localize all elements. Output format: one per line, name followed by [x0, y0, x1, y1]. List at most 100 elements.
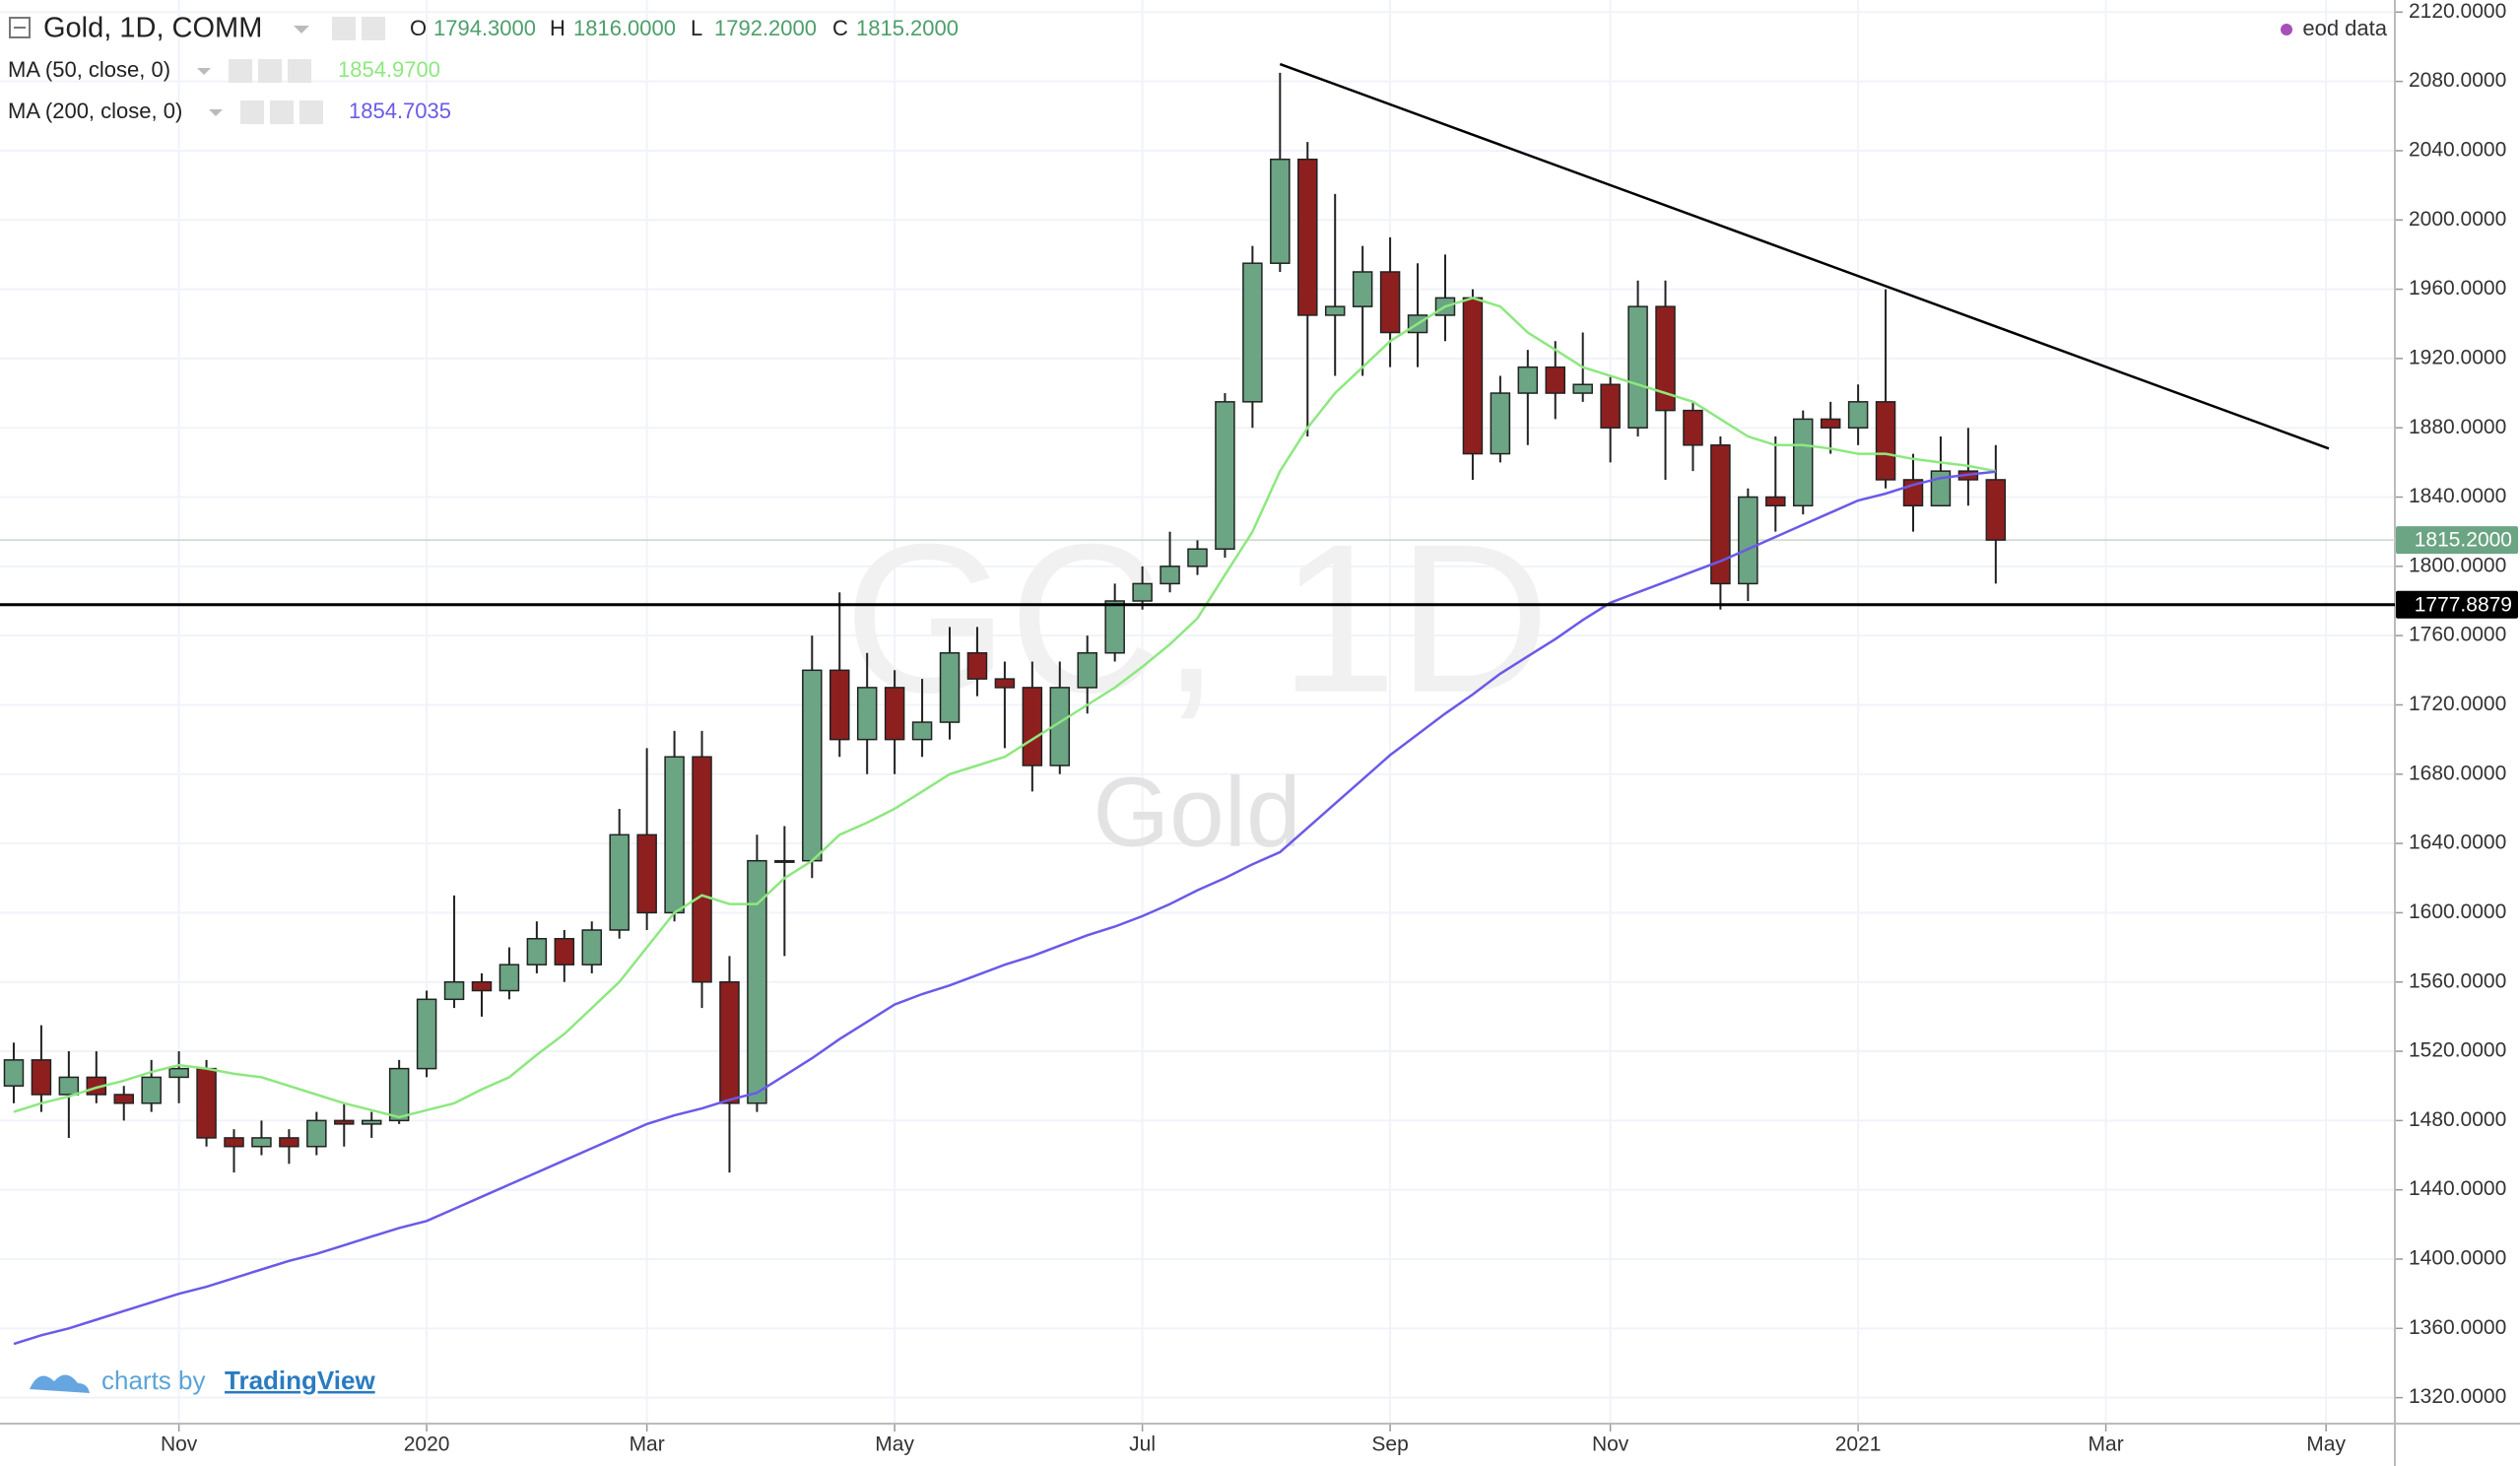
x-tick-label: Nov [1592, 1433, 1629, 1456]
brand-logo[interactable] [30, 1374, 90, 1393]
settings-icon[interactable] [258, 59, 282, 83]
settings-icon[interactable] [229, 59, 252, 83]
collapse-icon[interactable] [9, 17, 31, 38]
y-tick-label: 1800.0000 [2409, 554, 2506, 576]
candle-body [911, 721, 933, 741]
candle-body [1792, 418, 1814, 507]
symbol-title: Gold, 1D, COMM [43, 13, 262, 44]
candle-body [1545, 366, 1566, 394]
candle-body [1324, 305, 1346, 316]
settings-icon[interactable] [362, 17, 385, 40]
candle-body [554, 938, 575, 966]
candle-body [196, 1067, 217, 1139]
settings-icon[interactable] [288, 59, 311, 83]
y-tick-label: 1880.0000 [2409, 416, 2506, 438]
candle-body [1875, 401, 1896, 481]
candle-body [1352, 271, 1373, 307]
candle-body [31, 1059, 52, 1096]
y-tick-label: 1920.0000 [2409, 346, 2506, 368]
candle-body [1132, 582, 1153, 602]
credit-prefix: charts by [101, 1366, 206, 1395]
candle-body [1270, 158, 1291, 264]
source-label: eod data [2302, 16, 2387, 40]
watermark-name: Gold [1093, 757, 1300, 867]
ma-value: 1854.7035 [349, 99, 451, 123]
ohlc-legend: O 1794.3000 H 1816.0000 L 1792.2000 C 1815.2000 [410, 16, 959, 40]
candle-body [498, 964, 520, 992]
y-tick-label: 1560.0000 [2409, 969, 2506, 992]
x-tick-label: May [2306, 1433, 2346, 1456]
dropdown-arrow[interactable] [197, 68, 211, 75]
candle-body [416, 998, 437, 1070]
candle-body [251, 1137, 272, 1148]
y-tick-label: 1480.0000 [2409, 1108, 2506, 1131]
candle-body [994, 678, 1016, 689]
candle-body [966, 651, 988, 680]
candle-body [526, 938, 548, 966]
source-dot [2281, 24, 2292, 35]
candle-body [774, 859, 795, 863]
ma-name: MA (50, close, 0) [8, 57, 170, 82]
y-tick-label: 1360.0000 [2409, 1316, 2506, 1339]
y-tick-label: 2120.0000 [2409, 0, 2506, 23]
candle-body [856, 687, 878, 741]
candle-body [113, 1094, 134, 1104]
price-box-label: 1815.2000 [2415, 529, 2512, 552]
candle-body [168, 1067, 189, 1079]
candle-body [1215, 401, 1235, 551]
y-tick-label: 2080.0000 [2409, 69, 2506, 92]
candle-body [829, 669, 850, 741]
settings-icon[interactable] [299, 100, 323, 124]
candle-body [939, 651, 961, 723]
candle-body [1985, 479, 2007, 541]
price-box [2396, 526, 2518, 555]
y-tick-label: 1720.0000 [2409, 693, 2506, 715]
ohlc-value: 1792.2000 [714, 16, 817, 40]
candle-body [581, 929, 603, 966]
candle-body [1683, 409, 1703, 446]
candle-body [1022, 687, 1043, 766]
candle-body [1049, 687, 1071, 766]
settings-icon[interactable] [332, 17, 356, 40]
y-tick-label: 2040.0000 [2409, 138, 2506, 161]
candle-body [1600, 383, 1621, 429]
ohlc-key: O [410, 16, 427, 40]
ma-name: MA (200, close, 0) [8, 99, 182, 123]
candle-body [884, 687, 905, 741]
candle-body [692, 756, 712, 983]
y-tick-label: 1520.0000 [2409, 1039, 2506, 1062]
dropdown-arrow[interactable] [209, 109, 223, 116]
ohlc-value: 1815.2000 [856, 16, 959, 40]
y-tick-label: 1320.0000 [2409, 1385, 2506, 1408]
x-tick-label: Mar [630, 1433, 665, 1456]
candle-body [1710, 444, 1731, 585]
candle-body [1738, 496, 1758, 585]
ohlc-key: L [691, 16, 702, 40]
ma-line [13, 470, 1996, 1346]
settings-icon[interactable] [240, 100, 264, 124]
y-tick-label: 1440.0000 [2409, 1177, 2506, 1200]
x-tick-label: Sep [1371, 1433, 1408, 1456]
candle-body [1462, 297, 1484, 455]
candle-body [1517, 366, 1539, 394]
candle-body [58, 1076, 80, 1096]
candle-body [1820, 418, 1841, 429]
x-tick-label: May [875, 1433, 914, 1456]
ohlc-value: 1794.3000 [433, 16, 536, 40]
ohlc-key: H [550, 16, 565, 40]
settings-icon[interactable] [270, 100, 294, 124]
candle-body [1847, 401, 1869, 429]
x-tick-label: Nov [161, 1433, 198, 1456]
candle-body [664, 756, 685, 914]
candle-body [361, 1119, 382, 1125]
candle-body [1297, 158, 1318, 316]
candle-body [1160, 566, 1180, 585]
candle-body [388, 1067, 410, 1122]
y-tick-label: 1760.0000 [2409, 624, 2506, 646]
dropdown-arrow[interactable] [294, 26, 309, 33]
credit-brand[interactable]: TradingView [225, 1366, 375, 1395]
price-box [2396, 590, 2518, 619]
price-box-label: 1777.8879 [2415, 593, 2512, 616]
